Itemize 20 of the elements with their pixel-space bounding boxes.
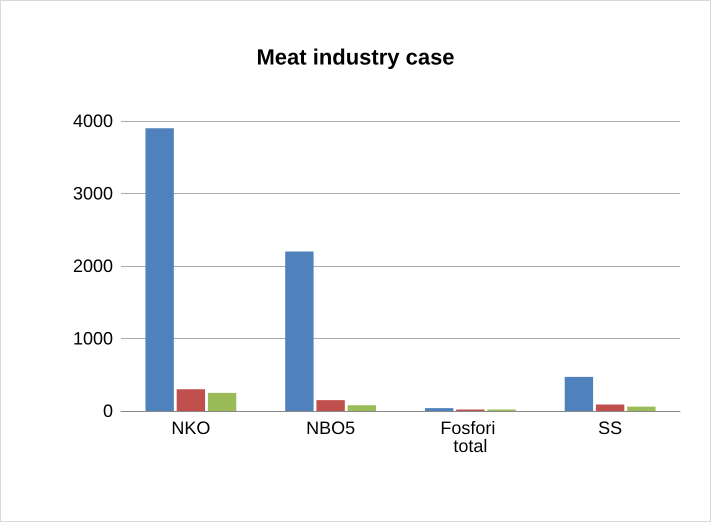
y-tick-label: 0 — [102, 401, 113, 421]
y-tick-label: 3000 — [72, 184, 113, 204]
x-tick-label: SS — [598, 418, 622, 438]
y-tick-label: 1000 — [72, 328, 113, 348]
bar — [627, 406, 656, 411]
bar — [424, 408, 454, 411]
bar — [596, 404, 624, 411]
bar — [348, 405, 376, 411]
y-tick-label: 2000 — [72, 256, 113, 276]
x-tick-label: NKO — [171, 418, 210, 438]
bar — [285, 252, 314, 411]
bar — [145, 128, 174, 411]
bar — [316, 400, 345, 411]
y-tick-label: 4000 — [72, 111, 113, 131]
x-tick-label: NBO5 — [306, 418, 356, 438]
chart-title: Meat industry case — [256, 44, 455, 70]
bar — [208, 392, 236, 411]
bar — [564, 376, 594, 411]
bar — [176, 389, 206, 411]
x-tick-label: Fosfori total — [440, 418, 500, 456]
